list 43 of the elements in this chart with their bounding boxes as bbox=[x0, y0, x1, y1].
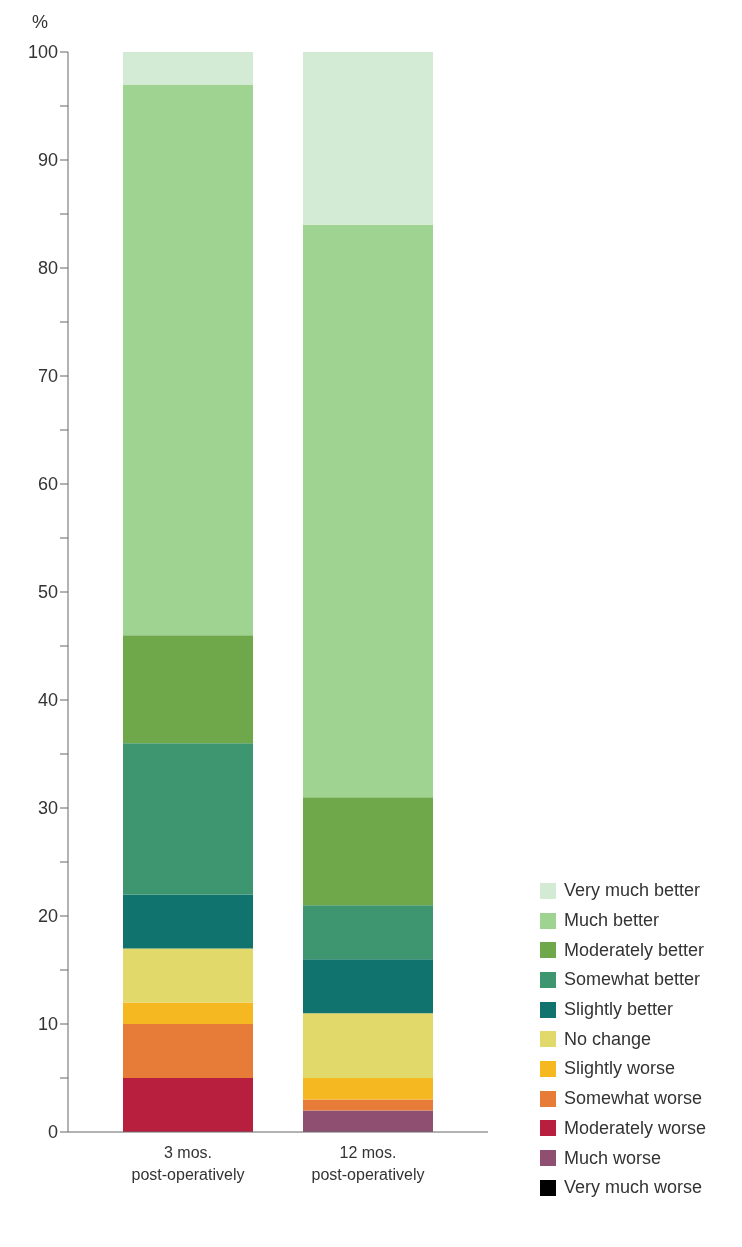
bar bbox=[303, 1013, 433, 1078]
bar bbox=[123, 52, 253, 85]
legend-label: Very much worse bbox=[564, 1177, 703, 1199]
legend-label: Slightly worse bbox=[564, 1058, 676, 1080]
y-tick-label: 80 bbox=[37, 258, 58, 279]
y-tick-label: 30 bbox=[37, 798, 58, 819]
x-tick-label: 3 mos. post-operatively bbox=[131, 1144, 245, 1183]
legend-label: Somewhat better bbox=[564, 969, 701, 991]
bar bbox=[123, 1002, 253, 1024]
bar bbox=[123, 635, 253, 744]
y-tick-label: 40 bbox=[37, 690, 58, 711]
bar bbox=[123, 84, 253, 636]
y-tick-label: 0 bbox=[47, 1122, 58, 1143]
y-tick-label: 70 bbox=[37, 366, 58, 387]
y-tick-label: 60 bbox=[37, 474, 58, 495]
y-tick-label: 20 bbox=[37, 906, 58, 927]
legend-label: No change bbox=[564, 1028, 652, 1050]
bar bbox=[303, 224, 433, 798]
legend-label: Slightly better bbox=[564, 999, 674, 1021]
legend-label: Moderately better bbox=[564, 939, 705, 961]
bar bbox=[123, 894, 253, 949]
bar bbox=[123, 948, 253, 1003]
legend-label: Somewhat worse bbox=[564, 1088, 703, 1110]
bar bbox=[303, 1110, 433, 1132]
legend-label: Much better bbox=[564, 910, 660, 932]
y-tick-label: 10 bbox=[37, 1014, 58, 1035]
y-axis-title: % bbox=[32, 12, 49, 33]
y-tick-label: 90 bbox=[37, 150, 58, 171]
bar bbox=[303, 1078, 433, 1100]
legend-label: Moderately worse bbox=[564, 1117, 707, 1139]
bar bbox=[303, 905, 433, 960]
legend-label: Very much better bbox=[564, 880, 701, 902]
x-tick-label: 12 mos. post-operatively bbox=[311, 1144, 425, 1183]
legend-label: Much worse bbox=[564, 1147, 662, 1169]
bar bbox=[123, 743, 253, 895]
bar bbox=[123, 1024, 253, 1078]
bar bbox=[303, 1099, 433, 1111]
bar bbox=[303, 52, 433, 225]
bar bbox=[303, 797, 433, 906]
y-tick-label: 100 bbox=[27, 42, 58, 63]
y-tick-label: 50 bbox=[37, 582, 58, 603]
bar bbox=[123, 1078, 253, 1132]
bar bbox=[303, 959, 433, 1014]
